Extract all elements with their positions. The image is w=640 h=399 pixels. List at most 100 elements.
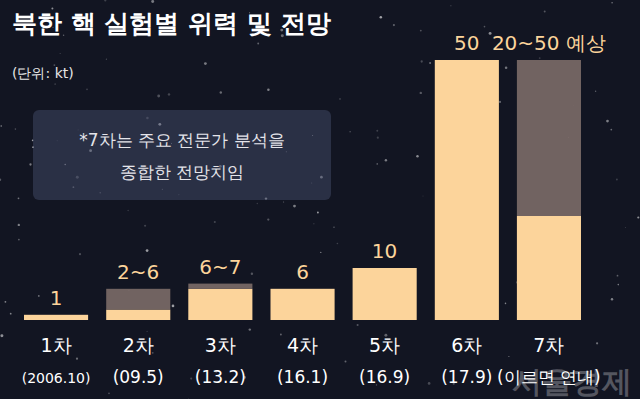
data-label: 50 [454, 31, 479, 55]
sparkle [0, 334, 3, 337]
sparkle [320, 252, 321, 253]
sparkle [333, 227, 334, 228]
bar [517, 216, 581, 320]
sparkle [357, 324, 359, 326]
data-label: 20~50 예상 [492, 31, 606, 55]
note-line: *7차는 주요 전문가 분석을 [79, 130, 285, 150]
sparkle [108, 392, 110, 394]
sparkle [611, 2, 613, 4]
sparkle [420, 92, 422, 94]
sparkle [280, 334, 282, 336]
background [0, 0, 640, 399]
sparkle [104, 0, 106, 1]
sparkle [499, 101, 501, 103]
sparkle [127, 210, 129, 212]
sparkle [429, 62, 431, 64]
sparkle [18, 239, 20, 241]
sparkle [313, 223, 314, 224]
sparkle [293, 205, 296, 208]
sparkles [0, 0, 639, 399]
range-bar [106, 289, 170, 310]
data-label: 2~6 [117, 260, 159, 284]
category-date: (09.5) [113, 367, 164, 387]
sparkle [423, 196, 424, 197]
sparkle [539, 57, 541, 59]
sparkle [505, 67, 508, 70]
sparkle [146, 249, 149, 252]
category-date: (13.2) [195, 367, 246, 387]
data-label: 6 [296, 260, 309, 284]
sparkle [257, 43, 259, 45]
sparkle [421, 60, 423, 62]
sparkle [147, 331, 148, 332]
sparkle [505, 303, 507, 305]
category-label: 3차 [205, 334, 236, 356]
sparkle [450, 5, 451, 6]
bar [353, 268, 417, 320]
sparkle [86, 88, 88, 90]
sparkle [188, 397, 190, 399]
sparkle [544, 11, 546, 13]
sparkle [0, 125, 2, 127]
labels: 1 1차 (2006.10) 2~6 2차 (09.5) 6~7 3차 (13.2) 6 4차 (16… [22, 31, 606, 387]
sparkle [18, 224, 20, 226]
sparkle [376, 163, 377, 164]
sparkle [420, 30, 422, 32]
category-date: (17.9) [441, 367, 492, 387]
sparkle [59, 52, 61, 54]
sparkle [5, 301, 7, 303]
sparkle [168, 93, 170, 95]
bar [106, 310, 170, 320]
sparkle [317, 212, 319, 214]
bar [271, 289, 335, 320]
category-label: 4차 [287, 334, 318, 356]
sparkle [617, 275, 619, 277]
sparkle [385, 159, 387, 161]
category-date: (16.9) [359, 367, 410, 387]
sparkle [220, 91, 222, 93]
bar [188, 289, 252, 320]
sparkle [508, 356, 509, 357]
sparkle [337, 243, 339, 245]
category-label: 1차 [41, 334, 72, 356]
sparkle [251, 272, 253, 274]
bar [24, 315, 88, 320]
category-label: 2차 [123, 334, 154, 356]
category-label: 7차 [533, 334, 564, 356]
sparkle [393, 24, 395, 26]
sparkle [267, 218, 269, 220]
sparkle [428, 382, 431, 385]
sparkle [190, 378, 192, 380]
sparkle [611, 298, 613, 300]
sparkle [18, 197, 20, 199]
sparkle [350, 131, 351, 132]
sparkle [106, 59, 107, 60]
title: 북한 핵 실험별 위력 및 전망 [12, 9, 331, 38]
sparkle [10, 313, 12, 315]
sparkle [618, 284, 620, 286]
category-label: 5차 [369, 334, 400, 356]
sparkle [339, 98, 341, 100]
sparkle [376, 130, 378, 132]
category-date: (2006.10) [22, 370, 91, 386]
sparkle [267, 88, 270, 91]
range-bar [188, 284, 252, 289]
sparkle [345, 361, 347, 363]
watermark: 서울경제 [512, 364, 632, 399]
sparkle [380, 16, 383, 19]
sparkle [79, 253, 81, 255]
sparkle [55, 83, 56, 84]
data-label: 1 [50, 286, 63, 310]
bar [435, 60, 499, 320]
chart: 북한 핵 실험별 위력 및 전망(단위: kt)*7차는 주요 전문가 분석을종… [0, 0, 640, 399]
sparkle [38, 295, 40, 297]
sparkle [214, 221, 216, 223]
sparkle [172, 305, 175, 308]
sparkle [76, 358, 78, 360]
sparkle [377, 137, 379, 139]
sparkle [151, 0, 154, 3]
category-label: 6차 [451, 334, 482, 356]
data-label: 6~7 [199, 255, 241, 279]
sparkle [484, 26, 486, 28]
sparkle [637, 216, 639, 218]
